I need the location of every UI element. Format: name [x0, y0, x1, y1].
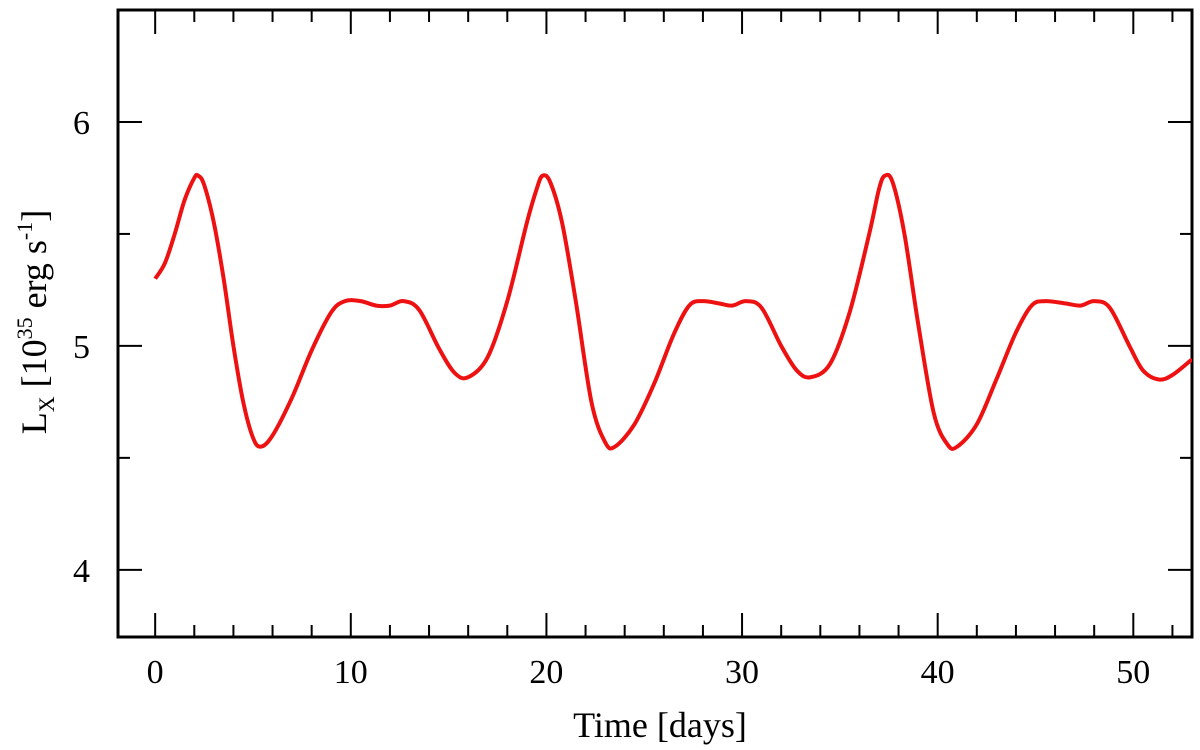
x-axis-label: Time [days] — [573, 705, 747, 745]
x-tick-label: 40 — [921, 654, 955, 691]
tick-labels: 0 10 20 30 40 50 4 5 6 — [73, 105, 1150, 691]
y-label-unit-open: [10 — [14, 339, 54, 387]
series-layer — [153, 172, 1192, 451]
axis-ticks — [118, 10, 1192, 637]
y-tick-label: 4 — [73, 553, 90, 590]
y-label-unit-exp: 35 — [12, 317, 37, 339]
x-tick-label: 10 — [334, 654, 368, 691]
plot-frame — [116, 8, 1194, 639]
y-label-sub: X — [34, 396, 59, 412]
y-label-main: L — [14, 412, 54, 434]
y-label-unit-close: ] — [14, 210, 54, 222]
y-tick-label: 6 — [73, 105, 90, 142]
y-tick-label: 5 — [73, 329, 90, 366]
luminosity-series-line — [153, 172, 1192, 451]
x-tick-label: 30 — [725, 654, 759, 691]
y-axis-label: LX [1035 erg s-1] — [12, 210, 59, 435]
x-tick-label: 20 — [529, 654, 563, 691]
y-label-unit-mid: erg s — [14, 240, 54, 317]
x-tick-label: 0 — [147, 654, 164, 691]
y-label-gap — [14, 387, 54, 396]
y-label-unit-exp2: -1 — [12, 222, 37, 240]
x-tick-label: 50 — [1116, 654, 1150, 691]
